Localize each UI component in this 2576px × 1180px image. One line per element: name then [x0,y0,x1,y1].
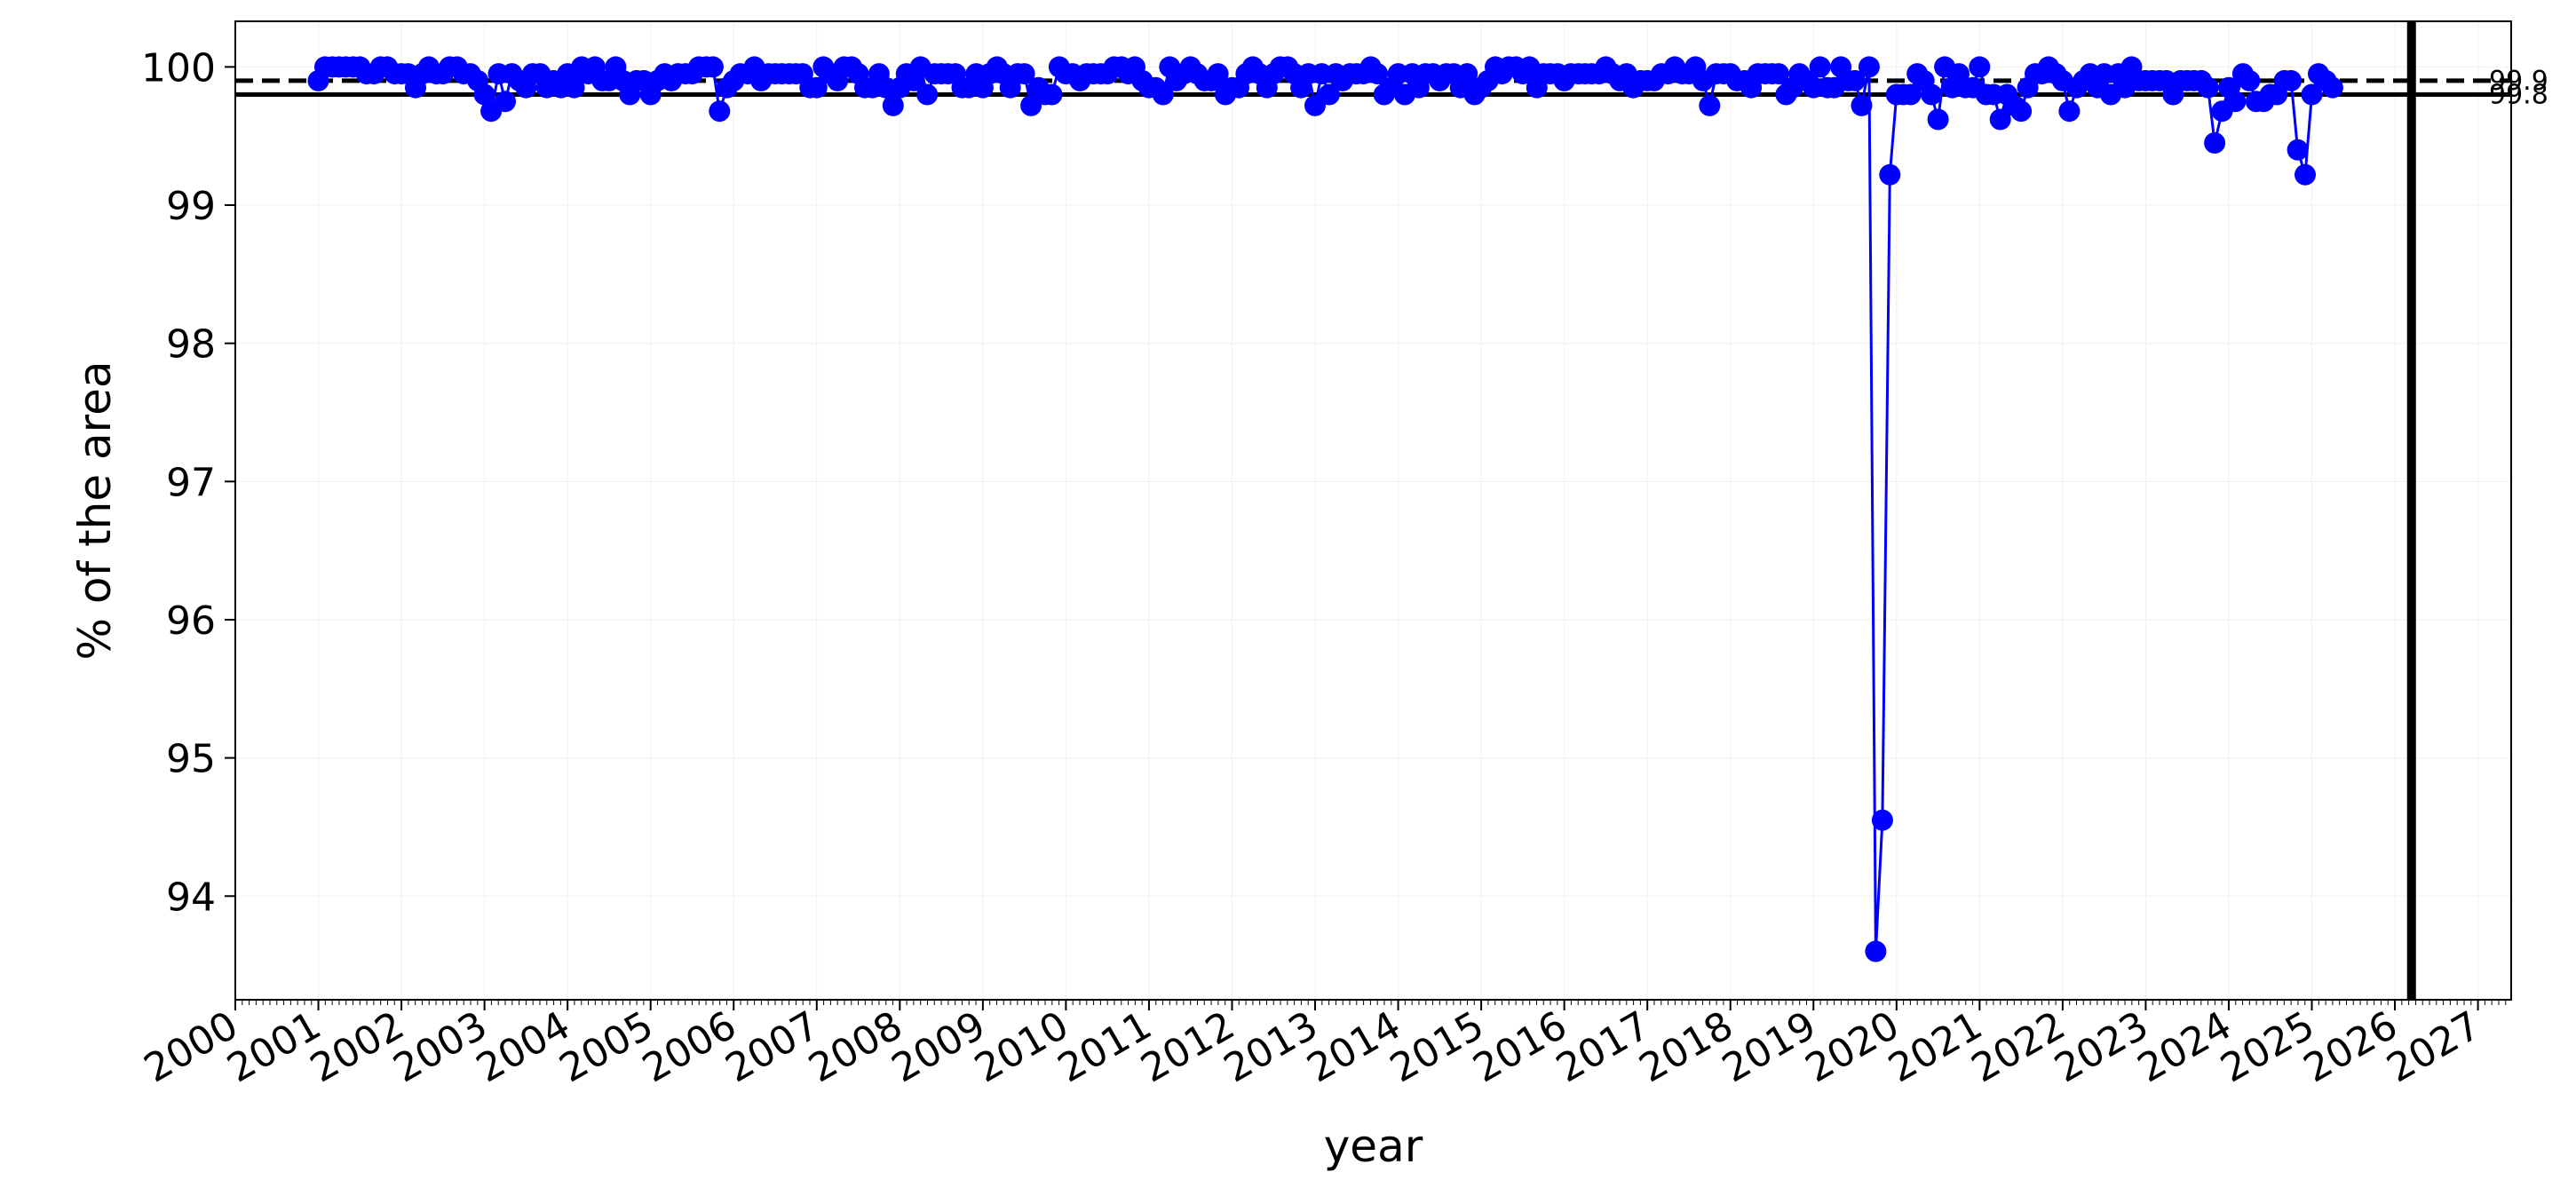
data-point [563,76,585,99]
y-tick-label: 97 [166,460,216,505]
y-axis-title: % of the area [69,361,121,661]
data-point [2058,100,2081,123]
data-point [1969,56,1991,78]
data-point [2301,83,2323,106]
data-point [916,83,939,106]
data-point [1844,69,1866,91]
data-point [1865,940,1887,962]
reference-label-99.9: 99.9 [2489,66,2548,97]
reference-label-99.8: 99.8 [2489,79,2548,110]
data-point [2197,76,2219,99]
data-point [1871,809,1893,831]
plot-frame [234,20,2512,1001]
data-point [1207,63,1229,85]
data-point [495,91,516,113]
data-point [1041,83,1063,106]
data-point [805,76,828,99]
y-tick-label: 95 [166,737,216,782]
data-point [473,83,495,106]
data-point [1851,94,1873,116]
data-point [709,100,731,123]
data-point [1899,83,1922,106]
data-point [2280,69,2303,91]
data-point [2321,76,2343,99]
data-point [1152,83,1174,106]
x-axis-title: year [1324,1121,1423,1172]
data-point [882,94,904,116]
data-point [1456,63,1478,85]
y-tick-label: 96 [166,598,216,644]
data-point [1013,63,1035,85]
series-layer [307,56,2343,962]
data-point [2224,91,2247,113]
data-point [2239,69,2261,91]
data-point [701,56,724,78]
data-point [1921,83,1943,106]
data-point [1809,56,1831,78]
data-point [1318,83,1340,106]
data-point [1927,108,1949,131]
data-point [2295,163,2316,186]
y-tick-label: 100 [141,45,216,91]
y-tick-label: 98 [166,322,216,368]
data-point [2010,100,2033,123]
data-point [2204,132,2226,154]
data-point [1989,108,2011,131]
data-point [2287,139,2309,161]
data-point [1879,163,1901,186]
y-tick-label: 94 [166,875,216,920]
y-tick-label: 99 [166,184,216,229]
data-point [1768,63,1789,85]
data-point [1367,63,1389,85]
data-point [1858,56,1880,78]
data-point [1699,94,1721,116]
